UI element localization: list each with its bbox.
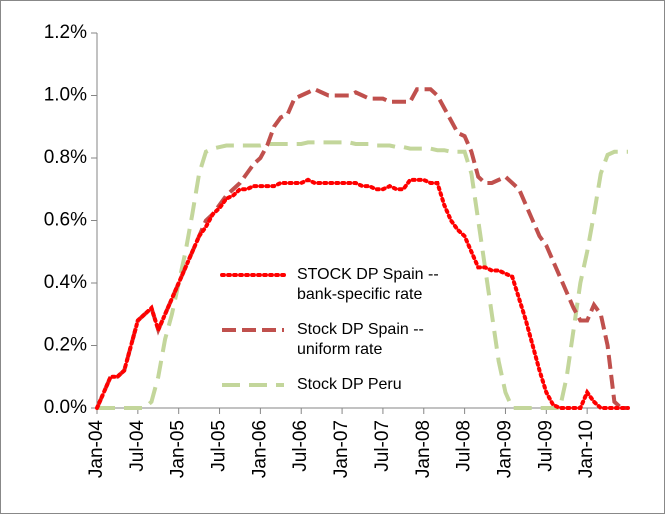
x-tick-label: Jul-07 — [372, 420, 393, 472]
x-tick-label: Jan-05 — [168, 420, 189, 478]
y-tick-label: 0.6% — [44, 210, 87, 231]
x-tick-label: Jan-04 — [86, 420, 107, 479]
x-tick-label: Jul-05 — [209, 420, 230, 472]
y-tick-label: 0.2% — [44, 335, 87, 356]
y-tick-label: 1.2% — [44, 22, 87, 43]
x-tick-label: Jan-06 — [249, 420, 270, 478]
y-tick-label: 1.0% — [44, 85, 87, 106]
series-line — [95, 87, 628, 410]
y-tick-label: 0.0% — [44, 397, 87, 418]
series-line — [95, 177, 630, 410]
y-tick-label: 0.8% — [44, 147, 87, 168]
legend-label: Stock DP Peru — [297, 376, 402, 393]
x-tick-label: Jul-06 — [290, 420, 311, 472]
y-tick-label: 0.4% — [44, 272, 87, 293]
x-tick-label: Jul-09 — [535, 420, 556, 472]
x-tick-label: Jul-04 — [127, 420, 148, 472]
x-tick-label: Jan-08 — [413, 420, 434, 478]
x-tick-label: Jan-07 — [331, 420, 352, 478]
x-tick-label: Jul-08 — [454, 420, 475, 472]
legend-label: STOCK DP Spain -- bank-specific rate — [297, 266, 439, 303]
x-tick-label: Jan-09 — [494, 420, 515, 478]
series-line — [97, 140, 628, 410]
legend-label: Stock DP Spain -- uniform rate — [297, 321, 424, 358]
x-tick-label: Jan-10 — [576, 420, 597, 478]
